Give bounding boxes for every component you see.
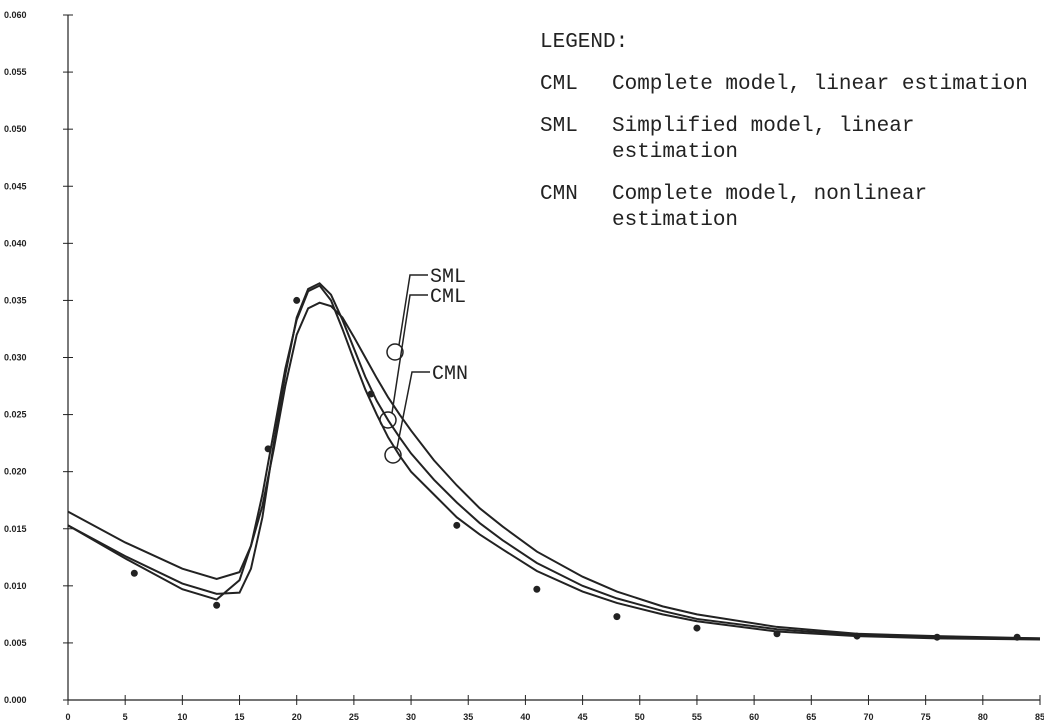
line — [67, 282, 1041, 640]
line — [67, 301, 1041, 640]
x-tick-label: 85 — [1035, 712, 1044, 722]
x-tick-label: 10 — [177, 712, 187, 722]
y-tick-label: 0.060 — [4, 10, 27, 20]
y-tick-label: 0.040 — [4, 238, 27, 248]
y-tick-label: 0.045 — [4, 181, 27, 191]
y-tick-label: 0.000 — [4, 695, 27, 705]
data-point — [613, 613, 621, 621]
x-tick-label: 80 — [978, 712, 988, 722]
x-tick-label: 5 — [123, 712, 128, 722]
data-point — [1013, 633, 1021, 641]
x-tick-label: 20 — [292, 712, 302, 722]
y-tick-label: 0.020 — [4, 467, 27, 477]
curve-label: CML — [430, 286, 466, 309]
legend-code: CMN — [540, 183, 578, 206]
y-tick-label: 0.015 — [4, 524, 27, 534]
y-tick-label: 0.035 — [4, 295, 27, 305]
callout-leader — [391, 294, 428, 414]
y-tick-label: 0.030 — [4, 353, 27, 363]
curve-label: CMN — [432, 363, 468, 386]
callout-circle — [386, 343, 404, 361]
y-tick-label: 0.025 — [4, 410, 27, 420]
data-point — [264, 445, 272, 453]
legend-entry: CMN Complete model, nonlinear estimation — [540, 182, 1032, 234]
legend-entry: CML Complete model, linear estimation — [540, 72, 1032, 98]
x-tick-label: 65 — [806, 712, 816, 722]
callout-leader — [398, 274, 428, 346]
data-point — [213, 601, 221, 609]
x-tick-label: 0 — [65, 712, 70, 722]
data-point — [130, 569, 138, 577]
legend-description: Simplified model, linear estimation — [612, 115, 915, 164]
data-point — [453, 521, 461, 529]
x-tick-label: 50 — [635, 712, 645, 722]
data-point — [293, 296, 301, 304]
x-tick-label: 45 — [578, 712, 588, 722]
x-tick-label: 30 — [406, 712, 416, 722]
x-tick-label: 70 — [863, 712, 873, 722]
y-tick-label: 0.050 — [4, 124, 27, 134]
data-point — [693, 624, 701, 632]
line — [67, 284, 1041, 641]
data-point — [533, 585, 541, 593]
legend-code: SML — [540, 115, 578, 138]
x-tick-label: 55 — [692, 712, 702, 722]
callout-circle — [384, 446, 402, 464]
legend: LEGEND: CML Complete model, linear estima… — [540, 30, 1032, 234]
curve-label: SML — [430, 266, 466, 289]
callout-leader — [396, 371, 430, 449]
legend-description: Complete model, nonlinear estimation — [612, 183, 928, 232]
data-point — [367, 390, 375, 398]
legend-title: LEGEND: — [540, 31, 629, 54]
y-tick-label: 0.055 — [4, 67, 27, 77]
x-tick-label: 25 — [349, 712, 359, 722]
x-tick-label: 15 — [235, 712, 245, 722]
y-tick-label: 0.010 — [4, 581, 27, 591]
callout-circle — [379, 411, 397, 429]
legend-code: CML — [540, 73, 578, 96]
x-tick-label: 60 — [749, 712, 759, 722]
x-tick-label: 75 — [921, 712, 931, 722]
x-tick-label: 35 — [463, 712, 473, 722]
legend-entry: SML Simplified model, linear estimation — [540, 114, 1032, 166]
legend-description: Complete model, linear estimation — [612, 73, 1028, 96]
data-point — [773, 630, 781, 638]
data-point — [933, 633, 941, 641]
x-tick-label: 40 — [520, 712, 530, 722]
data-point — [853, 632, 861, 640]
y-tick-label: 0.005 — [4, 638, 27, 648]
